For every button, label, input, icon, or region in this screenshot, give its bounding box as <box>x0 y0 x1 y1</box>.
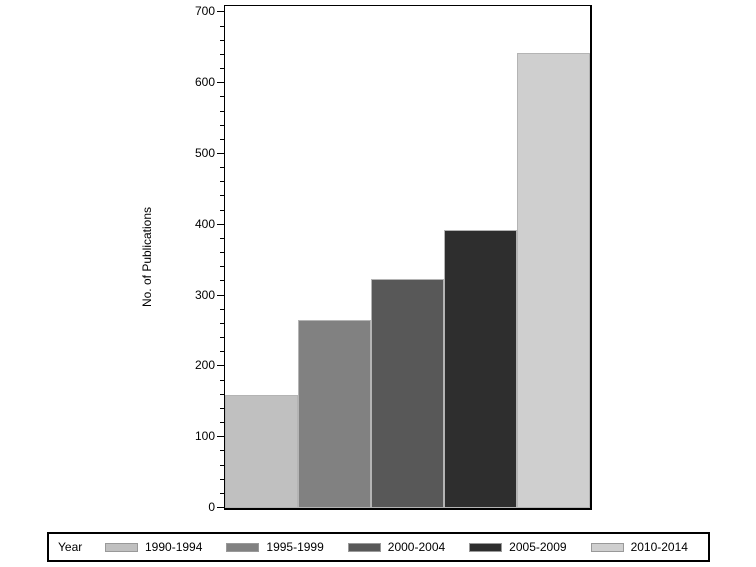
legend-item-2000-2004: 2000-2004 <box>347 540 469 554</box>
bar-2010-2014 <box>517 53 590 508</box>
y-axis-minor-tick <box>220 138 224 140</box>
legend-swatch <box>226 542 260 552</box>
y-axis-minor-tick <box>220 110 224 112</box>
y-axis-minor-tick <box>220 393 224 395</box>
legend-item-label: 2005-2009 <box>509 540 567 554</box>
legend-item-1990-1994: 1990-1994 <box>105 540 226 554</box>
legend-item-label: 1995-1999 <box>266 540 324 554</box>
y-axis-tick-label: 400 <box>194 216 215 231</box>
y-axis-minor-tick <box>220 478 224 480</box>
bar-2000-2004 <box>371 279 444 508</box>
legend: Year 1990-1994 1995-1999 2000-2004 2005-200… <box>47 532 710 562</box>
y-axis-minor-tick <box>220 25 224 27</box>
y-axis-minor-tick <box>220 68 224 70</box>
legend-item-label: 2010-2014 <box>630 540 688 554</box>
legend-swatch <box>469 542 503 552</box>
y-axis-major-tick <box>217 436 224 438</box>
y-axis-minor-tick <box>220 266 224 268</box>
y-axis-minor-tick <box>220 422 224 424</box>
y-axis-tick-label: 500 <box>194 146 215 160</box>
bar-2005-2009 <box>444 230 517 508</box>
legend-item-2010-2014: 2010-2014 <box>590 540 712 554</box>
y-axis-minor-tick <box>220 464 224 466</box>
y-axis-tick-label: 200 <box>194 358 215 373</box>
legend-swatch <box>590 542 624 552</box>
y-axis-minor-tick <box>220 96 224 98</box>
y-axis-major-tick <box>217 507 224 508</box>
legend-item-label: 2000-2004 <box>387 540 446 554</box>
y-axis-minor-tick <box>220 379 224 381</box>
y-axis-minor-tick <box>220 124 224 126</box>
y-axis-minor-tick <box>220 450 224 452</box>
y-axis-minor-tick <box>220 280 224 282</box>
y-axis-tick-label: 0 <box>208 500 215 514</box>
y-axis-minor-tick <box>220 167 224 169</box>
y-axis-minor-tick <box>220 308 224 310</box>
y-axis-minor-tick <box>220 53 224 55</box>
y-axis-major-tick <box>217 11 224 13</box>
y-axis-title: No. of Publications <box>140 206 154 308</box>
y-axis-tick-label: 300 <box>194 287 215 302</box>
y-axis-tick-label: 700 <box>194 4 215 19</box>
y-axis-minor-tick <box>220 252 224 254</box>
y-axis-minor-tick <box>220 351 224 353</box>
bar-1995-1999 <box>298 320 371 508</box>
legend-item-1995-1999: 1995-1999 <box>226 540 347 554</box>
y-axis-minor-tick <box>220 407 224 409</box>
y-axis-major-tick <box>217 153 224 154</box>
plot-area: 0 100 200 300 400 500 600 700 <box>195 4 592 514</box>
y-axis-minor-tick <box>220 209 224 211</box>
y-axis-minor-tick <box>220 39 224 41</box>
y-axis-minor-tick <box>220 322 224 324</box>
y-axis-minor-tick <box>220 181 224 183</box>
y-axis-minor-tick <box>220 195 224 197</box>
y-axis-major-tick <box>217 365 224 367</box>
legend-swatch <box>347 542 381 552</box>
y-axis-major-tick <box>217 82 224 84</box>
legend-item-label: 1990-1994 <box>145 540 203 554</box>
legend-title: Year <box>58 540 83 554</box>
y-axis-minor-tick <box>220 337 224 339</box>
y-axis-major-tick <box>217 223 224 225</box>
legend-swatch <box>105 542 138 552</box>
y-axis-minor-tick <box>220 237 224 239</box>
y-axis-tick-label: 600 <box>194 75 215 90</box>
y-axis-minor-tick <box>220 492 224 494</box>
y-axis-tick-label: 100 <box>194 429 215 444</box>
bar-1990-1994 <box>225 395 298 508</box>
legend-item-2005-2009: 2005-2009 <box>469 540 590 554</box>
y-axis-major-tick <box>217 294 224 296</box>
